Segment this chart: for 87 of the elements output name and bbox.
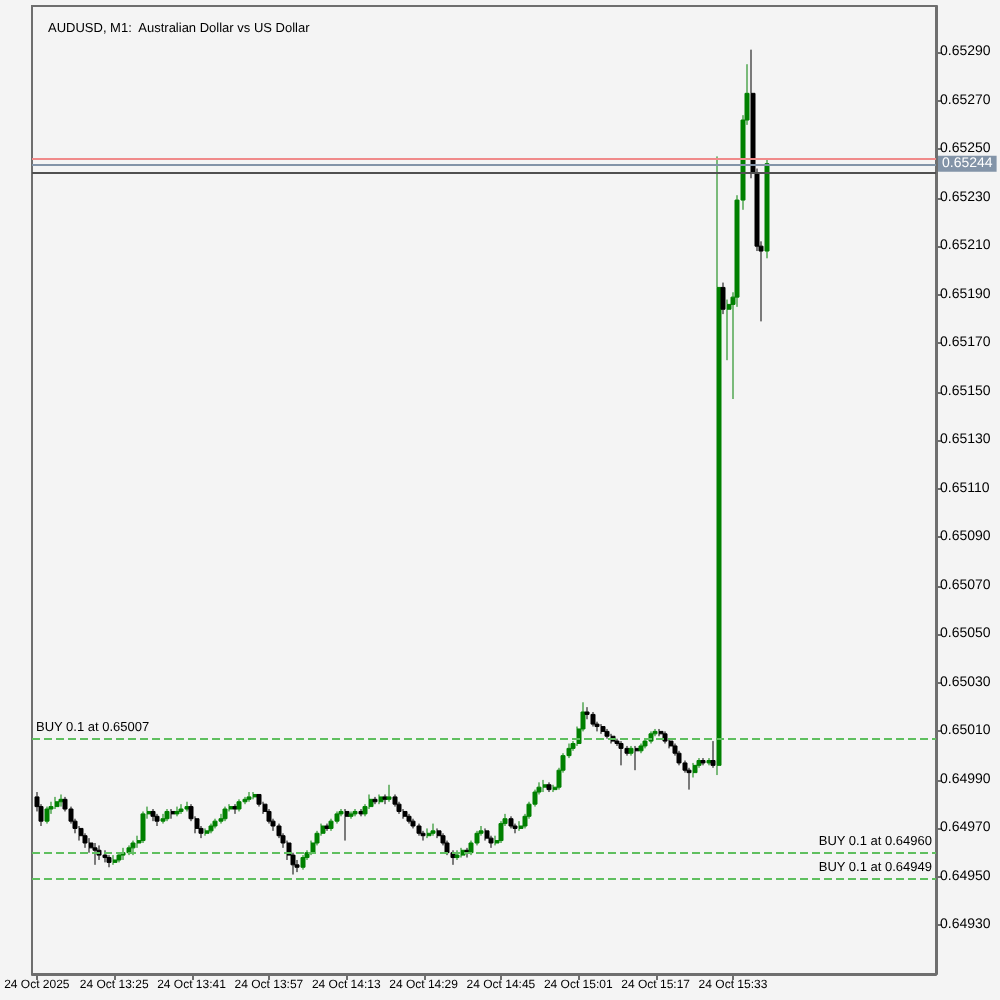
candlestick [140,810,146,844]
candlestick [634,745,640,771]
candlestick [178,803,184,815]
candlestick [204,827,210,837]
candlestick [382,793,388,805]
candlestick [348,810,354,820]
candlestick [618,740,624,766]
candlestick [82,832,88,849]
candlestick [518,820,524,832]
candlestick [460,847,466,859]
candlestick [512,823,518,834]
candlestick [266,808,272,825]
candlestick [294,859,300,873]
candlestick [386,784,392,803]
candlestick [236,798,242,812]
candlestick [396,801,402,815]
candlestick [484,827,490,842]
candlestick [692,762,698,778]
candlestick [160,813,166,825]
candlestick [624,745,630,757]
candlestick [662,730,668,745]
candlestick [164,808,170,822]
candlestick [378,793,384,805]
candlestick [170,808,176,820]
candlestick [416,823,422,837]
candlestick [672,743,678,757]
candlestick [642,738,648,749]
candlestick [392,793,398,808]
candlestick [116,852,122,863]
candlestick [720,282,726,315]
candlestick [676,750,682,766]
candlestick [450,849,456,866]
candlestick [58,793,64,808]
candlestick [106,854,112,868]
candlestick [686,767,692,791]
candlestick [130,840,136,856]
candlestick [600,723,606,735]
candlestick [150,808,156,822]
candlestick [218,813,224,825]
candlestick [92,842,98,866]
candlestick [638,743,644,754]
candlestick [584,706,590,720]
candlestick [344,808,350,842]
candlestick [430,823,436,837]
candlestick [546,781,552,793]
candlestick [338,808,344,817]
candlestick [102,849,108,863]
candlestick [256,793,262,808]
candlestick [696,757,702,769]
candlestick [208,823,214,834]
candlestick [222,806,228,822]
candlestick [212,818,218,829]
candlestick [232,803,238,815]
candlestick [498,820,504,844]
candlestick [652,728,658,737]
candlestick [334,810,340,825]
candlestick [590,711,596,728]
candlestick [478,825,484,837]
candlestick [328,818,334,832]
candlestick [710,740,716,769]
candlestick [402,808,408,820]
candlestick [410,818,416,829]
candlestick [488,835,494,849]
candlestick [658,728,664,737]
candlestick [242,796,248,805]
candlestick [44,806,50,825]
candlestick [300,854,306,871]
candlestick [604,728,610,740]
candlestick [112,854,118,866]
candlestick [716,155,722,776]
candlestick [54,796,60,810]
candlestick [78,825,84,842]
candlestick [426,827,432,839]
candlestick [668,738,674,749]
candlestick [542,779,548,793]
candlestick [352,808,358,817]
candlestick [436,827,442,839]
candlestick [764,158,770,259]
candlestick [246,791,252,803]
candlestick [420,830,426,842]
candlestick [454,849,460,861]
candlestick [628,745,634,757]
candlestick [154,813,160,827]
candlestick [320,823,326,837]
candlestick [508,815,514,829]
candlestick [368,793,374,810]
candlestick [406,813,412,825]
